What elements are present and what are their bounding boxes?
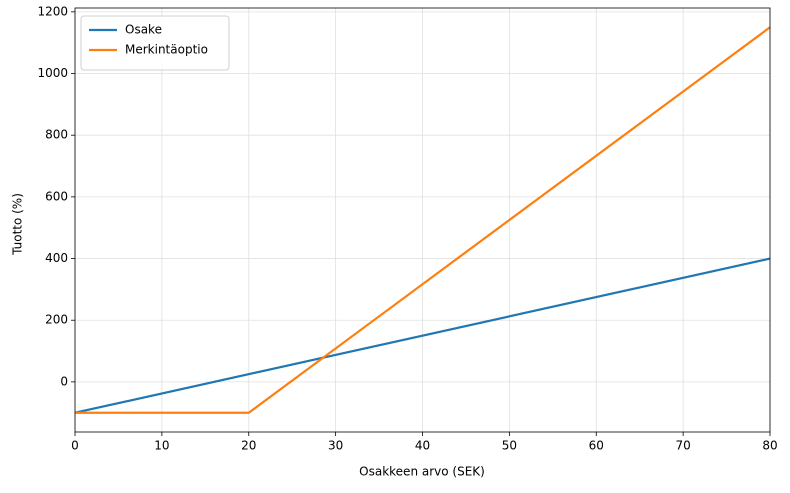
y-tick-label: 1200 xyxy=(37,4,68,18)
x-tick-label: 10 xyxy=(154,439,169,453)
series-line xyxy=(75,26,771,414)
legend-box xyxy=(80,15,230,71)
series-line xyxy=(74,257,771,414)
x-tick-label: 70 xyxy=(675,439,690,453)
plot-frame xyxy=(74,7,771,433)
y-tick-label: 400 xyxy=(45,251,68,265)
y-tick-label: 600 xyxy=(45,189,68,203)
x-tick-label: 30 xyxy=(328,439,343,453)
y-tick-label: 800 xyxy=(45,128,68,142)
x-tick-label: 20 xyxy=(241,439,256,453)
y-axis-label: Tuotto (%) xyxy=(11,193,25,256)
x-axis-label: Osakkeen arvo (SEK) xyxy=(359,465,485,479)
y-tick-label: 200 xyxy=(45,313,68,327)
x-tick-label: 80 xyxy=(762,439,777,453)
legend-label: Osake xyxy=(125,23,162,37)
x-tick-label: 40 xyxy=(415,439,430,453)
legend: Osake Merkintäoptio xyxy=(80,15,230,71)
x-tick-label: 60 xyxy=(589,439,604,453)
y-tick-label: 0 xyxy=(60,374,68,388)
legend-label: Merkintäoptio xyxy=(125,43,208,57)
x-tick-label: 0 xyxy=(71,439,79,453)
x-tick-label: 50 xyxy=(502,439,517,453)
y-tick-label: 1000 xyxy=(37,66,68,80)
